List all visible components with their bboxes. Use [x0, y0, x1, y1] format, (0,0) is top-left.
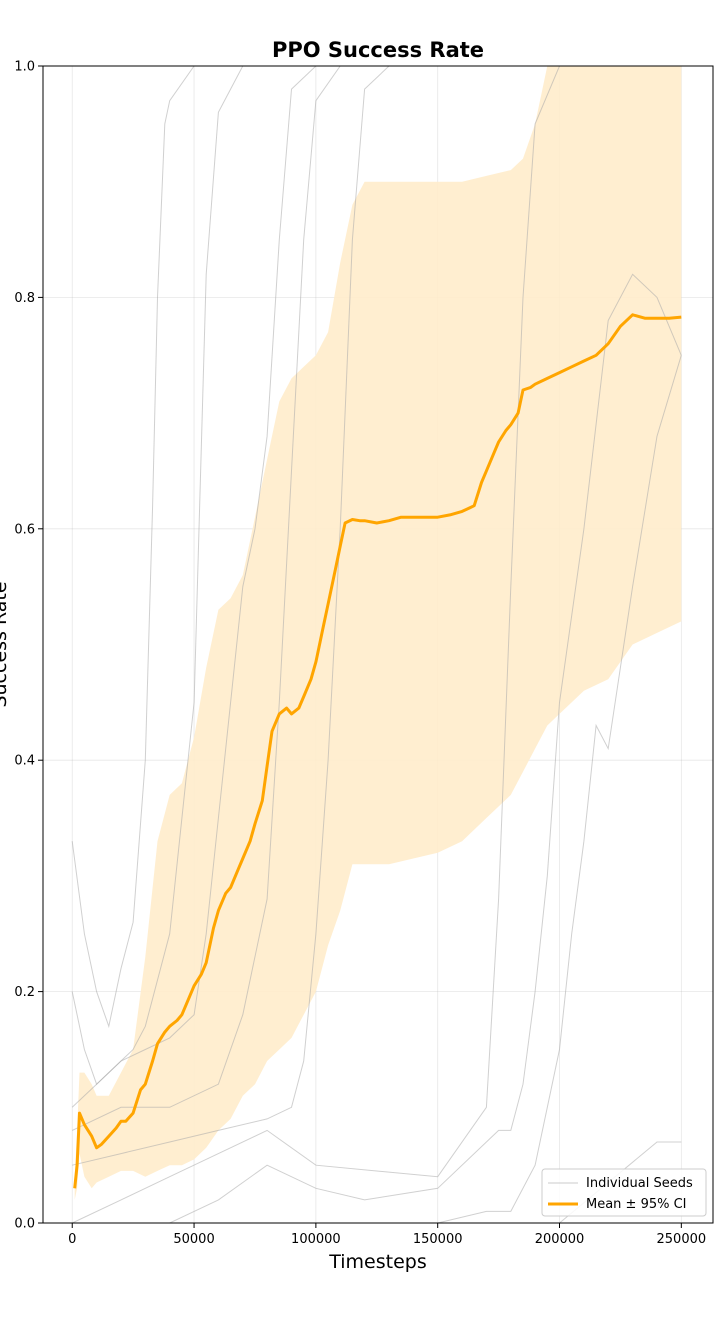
y-tick-label: 0.6 — [14, 522, 35, 537]
plot-area-frame — [42, 65, 714, 1224]
y-tick-label: 1.0 — [14, 60, 35, 75]
seed-line-4 — [71, 65, 682, 1131]
x-tick-label: 50000 — [173, 1232, 214, 1247]
legend-box — [541, 1168, 707, 1217]
chart-title: PPO Success Rate — [272, 38, 484, 62]
y-tick-label: 0.8 — [14, 291, 35, 306]
x-tick-label: 150000 — [413, 1232, 463, 1247]
x-axis-label: Timesteps — [328, 1251, 427, 1273]
legend-entry-individual-seeds: Individual Seeds — [586, 1176, 693, 1191]
x-tick-label: 0 — [68, 1232, 76, 1247]
y-tick-label: 0.2 — [14, 985, 35, 1000]
y-tick-label: 0.4 — [14, 754, 35, 769]
seed-line-6 — [71, 65, 682, 1224]
x-tick-label: 250000 — [657, 1232, 707, 1247]
x-tick-label: 200000 — [535, 1232, 585, 1247]
legend-entry-mean-ci: Mean ± 95% CI — [586, 1197, 687, 1212]
seed-line-5 — [72, 65, 682, 1166]
seed-line-7 — [72, 273, 682, 1224]
ci-band — [74, 66, 682, 1200]
y-tick-label: 0.0 — [14, 1217, 35, 1232]
seed-line-3 — [71, 65, 682, 1108]
legend: Individual Seeds Mean ± 95% CI — [541, 1168, 707, 1217]
axis-ticks: 0 50000 100000 150000 200000 250000 0.0 0.2 0.4 0… — [14, 60, 706, 1248]
ci-band-layer — [74, 66, 682, 1200]
x-tick-label: 100000 — [291, 1232, 341, 1247]
mean-line — [73, 313, 682, 1189]
y-axis-label: Success Rate — [0, 581, 11, 707]
mean-line-layer — [73, 313, 682, 1189]
